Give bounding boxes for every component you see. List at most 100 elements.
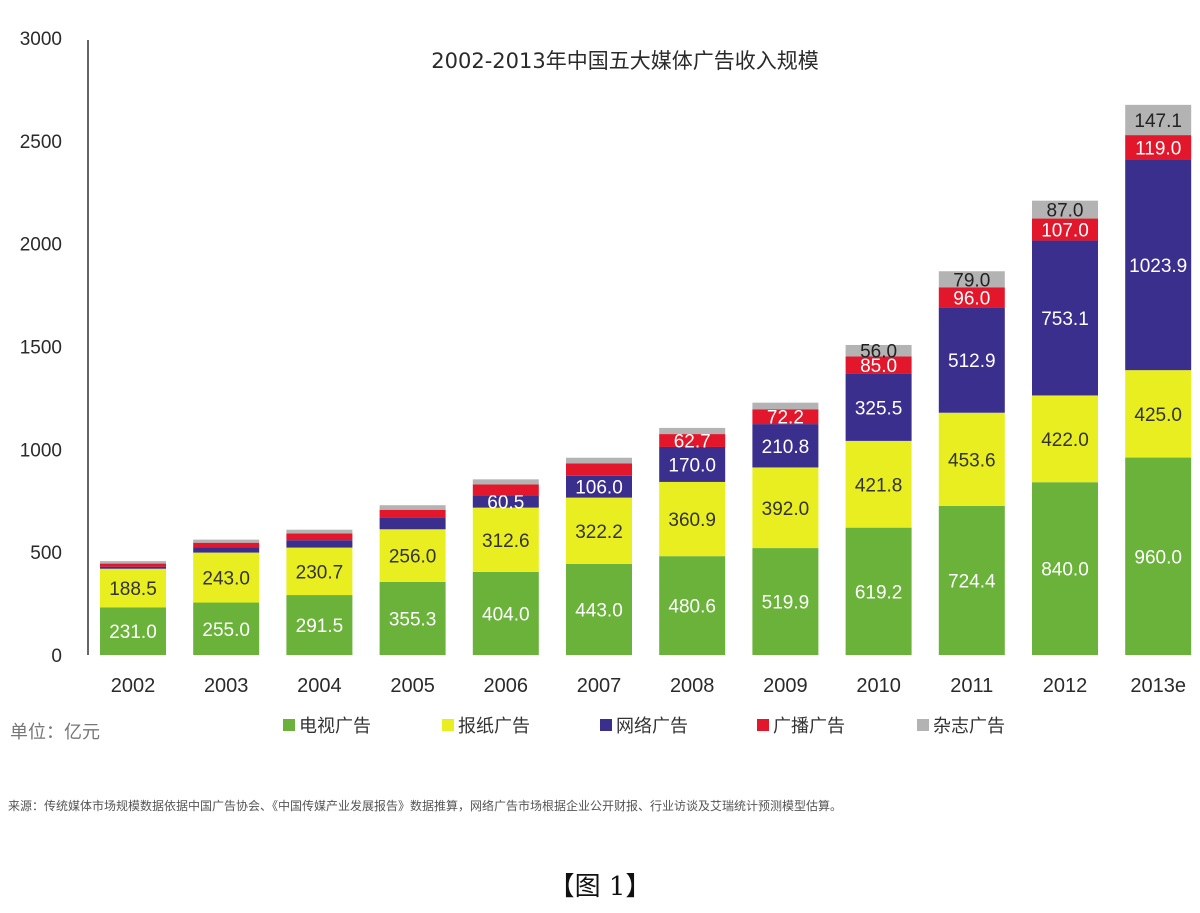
x-tick-label: 2007 [577,675,622,697]
x-tick-label: 2002 [111,675,156,697]
bar-segment [1032,200,1098,219]
data-label: 256.0 [389,547,437,568]
data-label: 480.6 [668,597,716,618]
chart-title: 2002-2013年中国五大媒体广告收入规模 [431,49,818,73]
bar-segment [566,563,632,655]
x-tick-label: 2011 [950,675,993,697]
data-label: 1023.9 [1129,256,1187,277]
bar-segment [752,424,819,468]
bar-segment [193,539,260,543]
bar-segment [845,440,912,528]
legend: 电视广告 报纸广告 网络广告 广播广告 杂志广告 [283,716,1005,737]
data-label: 360.9 [668,510,716,531]
legend-swatch [442,719,454,731]
x-axis-ticks: 2002 2003 2004 2005 2006 2007 2008 2009 2010 2011… [111,675,1186,697]
bar-segment [566,497,632,564]
data-label: 753.1 [1041,309,1089,330]
data-label: 619.2 [855,582,903,603]
data-label: 230.7 [296,562,344,583]
bar-segment [100,607,166,655]
bar-segment [938,271,1005,288]
figure-caption: 【图 1】 [548,872,652,902]
bar-segment [752,548,819,655]
bar-segment [286,533,353,541]
bar-segment [100,568,166,608]
data-label: 210.8 [762,437,810,458]
bar-segment [193,602,260,655]
bar-segment [659,427,726,435]
data-label: 60.5 [487,492,524,513]
x-tick-label: 2006 [484,675,529,697]
data-label: 425.0 [1134,405,1182,426]
bar-segment [845,344,912,357]
bar-segment [379,505,446,510]
x-tick-label: 2010 [856,675,901,697]
data-label: 840.0 [1041,560,1089,581]
data-label: 231.0 [109,622,157,643]
x-tick-label: 2012 [1043,675,1088,697]
data-label: 443.0 [575,600,623,621]
bar-segment [193,547,260,553]
bar-segment [1125,135,1192,160]
bar-segment [193,542,260,548]
data-label: 62.7 [674,432,711,453]
bar-segment [845,356,912,374]
bar-segment [752,409,819,425]
data-label: 392.0 [762,499,810,520]
bar-segment [472,507,539,572]
bar-segment [286,529,353,534]
y-tick-label: 2000 [20,235,62,256]
data-label: 106.0 [575,478,623,499]
bar-segment [1125,159,1192,371]
data-label: 85.0 [860,356,897,377]
data-label: 404.0 [482,604,530,625]
data-label: 355.3 [389,609,437,630]
data-label: 724.4 [948,572,996,593]
data-label: 119.0 [1135,138,1181,159]
bar-segment [566,457,632,464]
legend-swatch [917,719,929,731]
x-tick-label: 2004 [297,675,342,697]
bar-segment [845,527,912,655]
bar-segment [100,566,166,569]
bar-segment [472,571,539,655]
source-note: 来源：传统媒体市场规模数据依据中国广告协会、《中国传媒产业发展报告》数据推算，网… [8,799,843,813]
bar-segment [938,287,1005,308]
bar-segment [1125,104,1192,136]
bar-segment [752,467,819,549]
data-label: 422.0 [1041,430,1089,451]
legend-swatch [600,719,612,731]
y-tick-label: 2500 [20,132,62,153]
data-label: 147.1 [1134,111,1182,132]
bar-segment [566,475,632,498]
bar-segment [379,517,446,530]
legend-swatch [757,719,769,731]
data-label: 170.0 [668,455,716,476]
bar-segment [659,434,726,447]
data-label: 107.0 [1041,221,1089,242]
data-label: 960.0 [1134,547,1182,568]
bar-segment [100,563,166,567]
bar-segment [379,581,446,655]
x-tick-label: 2013e [1130,675,1186,697]
data-label: 72.2 [767,408,804,429]
legend-label: 报纸广告 [458,716,530,737]
bar-segment [659,446,726,482]
x-tick-label: 2009 [763,675,808,697]
bar-segment [659,481,726,557]
bar-segment [566,463,632,476]
bar-segment [1032,395,1098,483]
bar-segment [938,412,1005,507]
y-tick-label: 1500 [20,338,62,359]
y-tick-label: 500 [30,543,62,564]
bar-segment [1125,370,1192,458]
data-label: 512.9 [948,351,996,372]
x-tick-label: 2003 [204,675,249,697]
data-label: 56.0 [860,342,897,363]
data-label: 325.5 [855,398,903,419]
data-label: 255.0 [202,620,250,641]
bar-segment [1032,482,1098,655]
data-label: 322.2 [575,522,623,543]
bar-segment [193,552,260,603]
bar-segment [938,506,1005,655]
